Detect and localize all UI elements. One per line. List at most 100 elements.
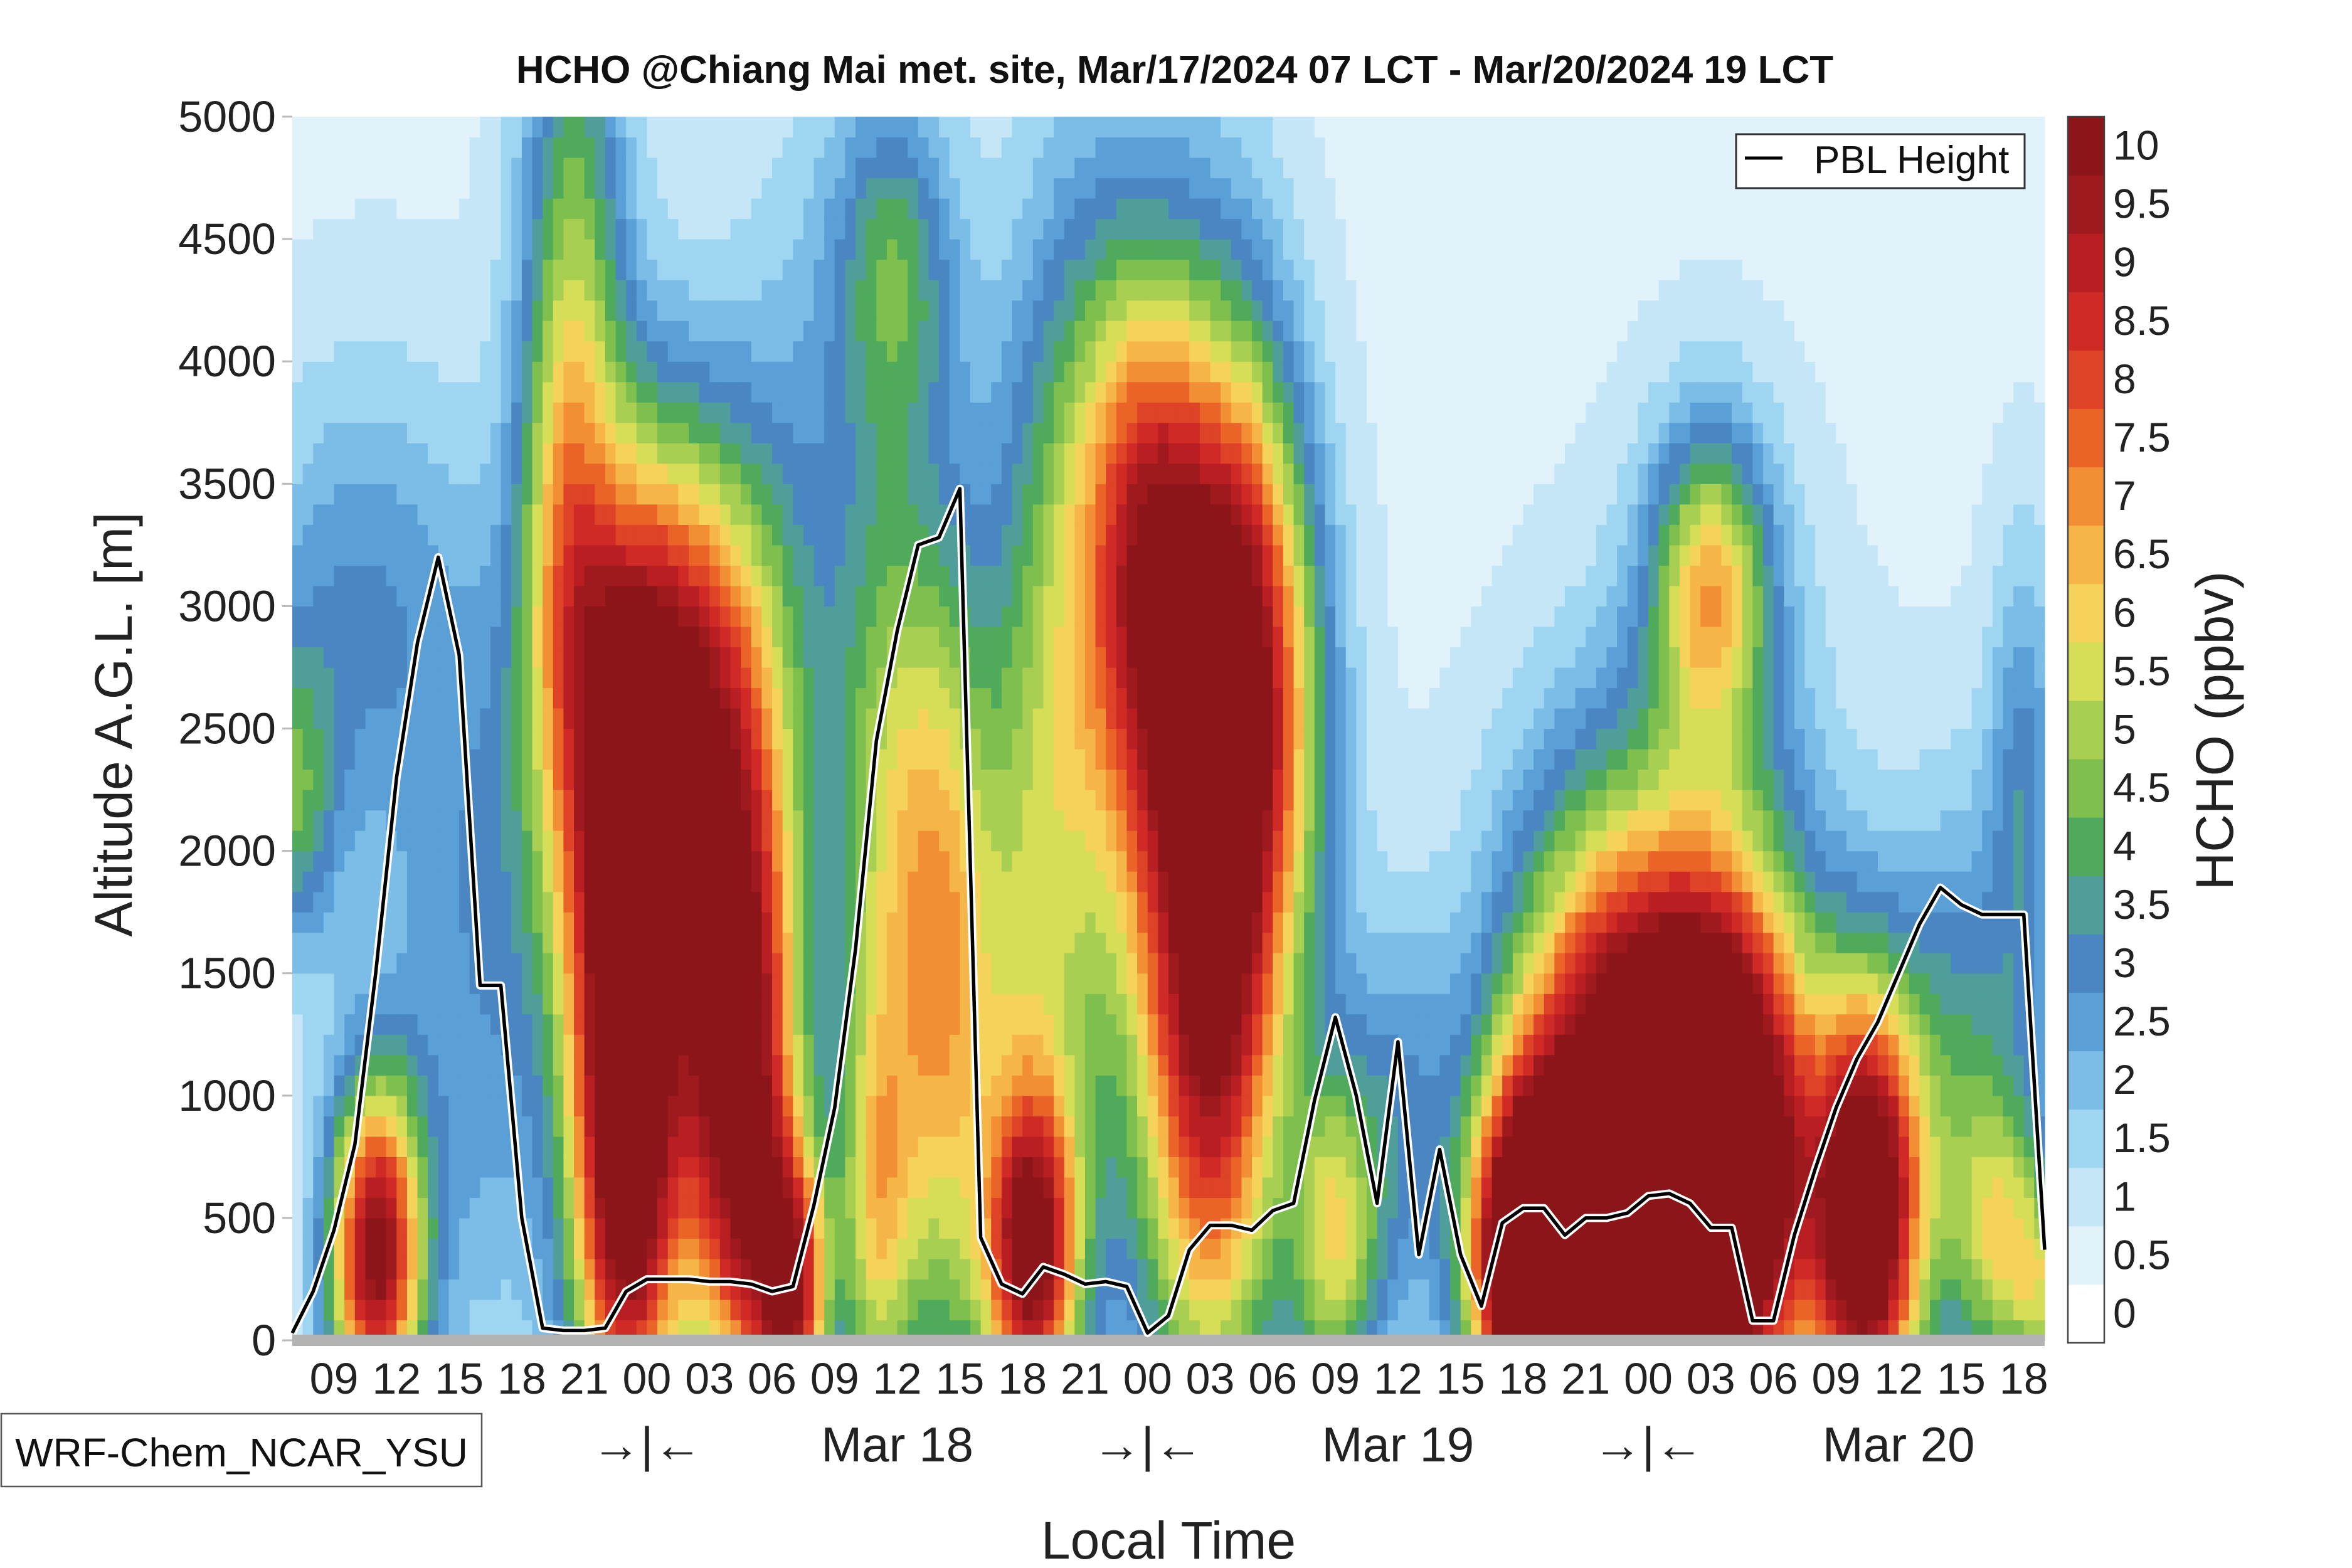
heatmap-cell — [543, 728, 554, 750]
heatmap-cell — [824, 810, 835, 831]
heatmap-cell — [334, 239, 345, 260]
heatmap-cell — [1054, 1217, 1065, 1239]
heatmap-cell — [970, 524, 982, 546]
heatmap-cell — [719, 259, 731, 280]
heatmap-cell — [1064, 1095, 1075, 1116]
heatmap-cell — [354, 524, 366, 546]
heatmap-cell — [490, 381, 502, 403]
heatmap-cell — [595, 484, 606, 505]
heatmap-cell — [719, 1014, 731, 1035]
heatmap-cell — [647, 280, 658, 301]
heatmap-cell — [521, 1136, 533, 1157]
heatmap-cell — [991, 381, 1002, 403]
heatmap-cell — [313, 973, 324, 994]
heatmap-cell — [928, 912, 940, 933]
heatmap-cell — [1022, 218, 1034, 240]
heatmap-cell — [980, 993, 992, 1015]
heatmap-cell — [438, 810, 450, 831]
heatmap-cell — [553, 1217, 564, 1239]
heatmap-cell — [501, 137, 512, 158]
heatmap-cell — [511, 239, 522, 260]
heatmap-cell — [313, 932, 324, 953]
heatmap-cell — [845, 830, 856, 852]
heatmap-cell — [1137, 157, 1148, 179]
heatmap-cell — [354, 422, 366, 443]
heatmap-cell — [1043, 1116, 1054, 1137]
heatmap-cell — [886, 1157, 898, 1178]
heatmap-cell — [1012, 524, 1023, 546]
heatmap-cell — [730, 137, 741, 158]
heatmap-cell — [365, 1197, 376, 1219]
heatmap-cell — [928, 1054, 940, 1076]
heatmap-cell — [970, 484, 982, 505]
heatmap-cell — [886, 402, 898, 423]
heatmap-cell — [1084, 810, 1096, 831]
heatmap-cell — [751, 1157, 762, 1178]
heatmap-cell — [376, 1116, 387, 1137]
heatmap-cell — [991, 707, 1002, 729]
heatmap-cell — [490, 1177, 502, 1198]
heatmap-cell — [991, 218, 1002, 240]
heatmap-cell — [939, 381, 950, 403]
heatmap-cell — [908, 993, 919, 1015]
heatmap-cell — [584, 932, 595, 953]
heatmap-cell — [1054, 606, 1065, 627]
heatmap-cell — [532, 993, 543, 1015]
heatmap-cell — [803, 932, 815, 953]
heatmap-cell — [897, 932, 908, 953]
heatmap-cell — [949, 1054, 960, 1076]
heatmap-cell — [741, 218, 752, 240]
heatmap-cell — [709, 1238, 721, 1259]
heatmap-cell — [584, 544, 595, 566]
heatmap-cell — [1064, 239, 1075, 260]
heatmap-cell — [667, 117, 679, 138]
heatmap-cell — [334, 402, 345, 423]
heatmap-cell — [803, 626, 815, 648]
heatmap-cell — [1012, 484, 1023, 505]
heatmap-cell — [772, 565, 783, 586]
heatmap-cell — [688, 1279, 700, 1300]
heatmap-cell — [344, 626, 356, 648]
heatmap-cell — [866, 1238, 877, 1259]
heatmap-cell — [761, 891, 773, 913]
heatmap-cell — [1137, 1157, 1148, 1178]
heatmap-cell — [876, 484, 887, 505]
heatmap-cell — [918, 280, 930, 301]
heatmap-cell — [1043, 626, 1054, 648]
heatmap-cell — [980, 585, 992, 607]
heatmap-cell — [813, 1258, 825, 1280]
heatmap-cell — [323, 1177, 335, 1198]
heatmap-cell — [532, 524, 543, 546]
heatmap-cell — [334, 1116, 345, 1137]
heatmap-cell — [793, 402, 804, 423]
heatmap-cell — [991, 790, 1002, 811]
heatmap-cell — [626, 769, 637, 790]
heatmap-cell — [813, 137, 825, 158]
heatmap-cell — [334, 504, 345, 525]
heatmap-cell — [657, 810, 669, 831]
heatmap-cell — [699, 891, 710, 913]
heatmap-cell — [323, 361, 335, 383]
heatmap-cell — [897, 177, 908, 199]
heatmap-cell — [751, 871, 762, 893]
heatmap-cell — [406, 953, 418, 974]
heatmap-cell — [480, 443, 491, 464]
heatmap-cell — [584, 585, 595, 607]
heatmap-cell — [688, 1054, 700, 1076]
heatmap-cell — [292, 707, 304, 729]
heatmap-cell — [584, 1095, 595, 1116]
heatmap-cell — [302, 198, 314, 220]
heatmap-cell — [1022, 524, 1034, 546]
heatmap-cell — [1001, 443, 1013, 464]
heatmap-cell — [772, 1095, 783, 1116]
heatmap-cell — [1116, 117, 1128, 138]
heatmap-cell — [563, 381, 575, 403]
heatmap-cell — [980, 769, 992, 790]
heatmap-cell — [354, 667, 366, 689]
heatmap-cell — [1022, 422, 1034, 443]
heatmap-cell — [949, 728, 960, 750]
heatmap-cell — [626, 300, 637, 321]
heatmap-cell — [615, 300, 627, 321]
heatmap-cell — [1043, 177, 1054, 199]
heatmap-cell — [323, 565, 335, 586]
